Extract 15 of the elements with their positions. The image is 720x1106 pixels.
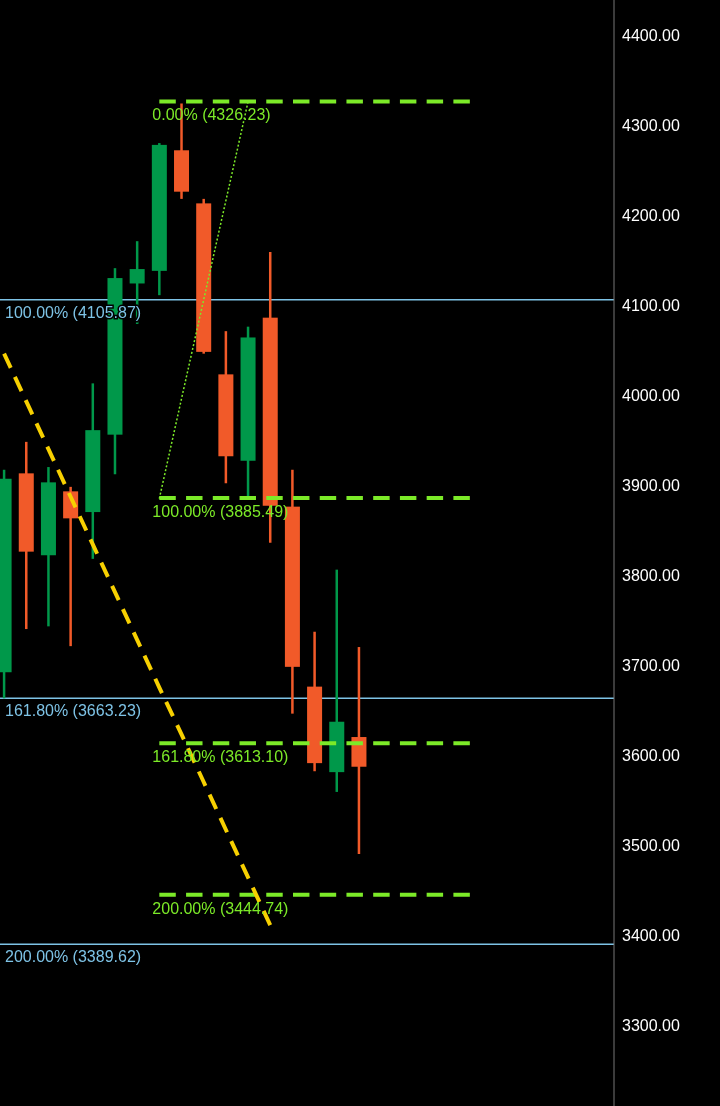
annotation: 200.00% (3444.74) xyxy=(152,899,289,917)
y-tick-label: 3500.00 xyxy=(622,836,680,854)
y-tick-label: 4300.00 xyxy=(622,116,680,134)
y-tick-label: 3400.00 xyxy=(622,926,680,944)
y-tick-label: 3300.00 xyxy=(622,1016,680,1034)
y-tick-label: 3800.00 xyxy=(622,566,680,584)
ref-line-label: 200.00% (3389.62) xyxy=(5,948,142,966)
y-tick-label: 3600.00 xyxy=(622,746,680,764)
y-tick-label: 3700.00 xyxy=(622,656,680,674)
ref-line-label: 161.80% (3663.23) xyxy=(5,702,142,720)
y-tick-label: 4400.00 xyxy=(622,26,680,44)
y-tick-label: 4100.00 xyxy=(622,296,680,314)
y-tick-label: 3900.00 xyxy=(622,476,680,494)
y-tick-label: 4000.00 xyxy=(622,386,680,404)
y-tick-label: 4200.00 xyxy=(622,206,680,224)
